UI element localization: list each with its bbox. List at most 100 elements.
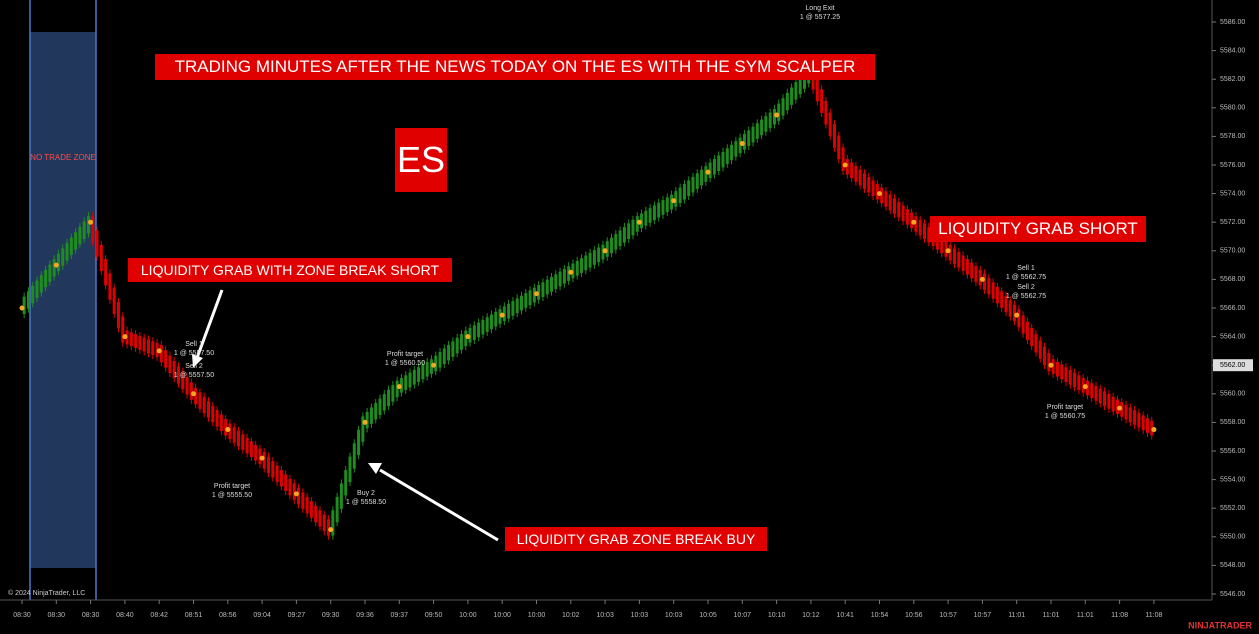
candle xyxy=(1077,375,1081,390)
candle xyxy=(284,474,288,491)
trend-dot xyxy=(1082,384,1088,390)
candle xyxy=(331,510,335,536)
candle xyxy=(378,398,382,415)
candle xyxy=(438,352,442,368)
x-tick-label: 10:00 xyxy=(459,612,477,619)
candle xyxy=(1064,367,1068,382)
order-label: Long Exit xyxy=(805,5,834,12)
candle xyxy=(327,519,331,536)
x-tick-label: 10:54 xyxy=(871,612,889,619)
candle xyxy=(734,141,738,157)
candle xyxy=(429,359,433,374)
candle xyxy=(940,237,944,254)
candle xyxy=(95,230,99,257)
candle xyxy=(215,410,219,427)
candle xyxy=(44,269,48,288)
candle xyxy=(352,443,356,469)
x-tick-label: 08:56 xyxy=(219,612,237,619)
trend-dot xyxy=(739,141,745,147)
candle xyxy=(1017,309,1021,328)
candle xyxy=(567,266,571,281)
candle xyxy=(991,282,995,299)
candle xyxy=(1150,420,1154,436)
candle xyxy=(224,419,228,436)
candle xyxy=(481,319,485,335)
candle xyxy=(412,369,416,385)
x-tick-label: 11:08 xyxy=(1145,612,1162,619)
x-tick-label: 09:50 xyxy=(425,612,443,619)
candle xyxy=(867,176,871,193)
candle xyxy=(738,137,742,154)
candle xyxy=(562,268,566,284)
x-tick-label: 10:10 xyxy=(768,612,786,619)
candle xyxy=(1021,315,1025,334)
candle xyxy=(305,496,309,514)
trend-dot xyxy=(842,162,848,168)
candle xyxy=(798,76,802,95)
candle xyxy=(850,162,854,179)
candle xyxy=(618,230,622,247)
candle xyxy=(292,483,296,500)
y-tick-label: 5570.00 xyxy=(1220,248,1245,255)
order-detail: 1 @ 5560.50 xyxy=(385,360,425,367)
candle xyxy=(219,414,223,432)
candle xyxy=(1111,396,1115,412)
candle xyxy=(995,286,999,304)
trend-dot xyxy=(19,305,25,311)
candle xyxy=(1137,412,1141,428)
candle xyxy=(691,176,695,193)
candle xyxy=(112,287,116,314)
candle xyxy=(241,434,245,450)
x-tick-label: 09:27 xyxy=(288,612,306,619)
trend-dot xyxy=(568,269,574,275)
candle xyxy=(605,241,609,257)
candle xyxy=(901,205,905,222)
trend-dot xyxy=(945,248,951,254)
candle xyxy=(335,496,339,523)
y-tick-label: 5560.00 xyxy=(1220,391,1245,398)
candle xyxy=(245,437,249,454)
candle xyxy=(52,259,56,277)
no-trade-zone xyxy=(30,32,96,568)
candle xyxy=(957,251,961,268)
candle xyxy=(670,194,674,210)
order-label: Sell 1 xyxy=(1017,265,1035,272)
candle xyxy=(635,216,639,232)
candle xyxy=(472,325,476,340)
x-tick-label: 10:41 xyxy=(836,612,854,619)
candle xyxy=(1107,394,1111,409)
candle xyxy=(275,465,279,483)
candle xyxy=(644,210,648,226)
candle xyxy=(1128,407,1132,423)
candle xyxy=(1055,361,1059,377)
order-detail: 1 @ 5555.50 xyxy=(212,492,252,499)
x-tick-label: 10:00 xyxy=(528,612,546,619)
order-label: Profit target xyxy=(1047,404,1083,411)
candle xyxy=(751,126,755,143)
candle xyxy=(871,180,875,197)
symbol-badge: ES xyxy=(395,128,447,192)
candle xyxy=(258,448,262,465)
trend-dot xyxy=(465,334,471,340)
candle xyxy=(1141,415,1145,431)
candle xyxy=(983,273,987,290)
order-label: Sell 2 xyxy=(185,363,203,370)
candle xyxy=(794,82,798,100)
candle xyxy=(232,427,236,443)
order-label: Sell 2 xyxy=(1017,284,1035,291)
candle xyxy=(622,226,626,243)
candle xyxy=(923,223,927,239)
candle xyxy=(1034,334,1038,353)
candle xyxy=(687,180,691,197)
candle xyxy=(211,405,215,423)
candle xyxy=(845,159,849,175)
candle xyxy=(832,124,836,148)
candle xyxy=(1103,391,1107,407)
candle xyxy=(558,271,562,287)
candle xyxy=(1090,383,1094,399)
candle xyxy=(700,169,704,186)
candle xyxy=(39,275,43,293)
candle xyxy=(862,173,866,189)
candle xyxy=(584,255,588,271)
